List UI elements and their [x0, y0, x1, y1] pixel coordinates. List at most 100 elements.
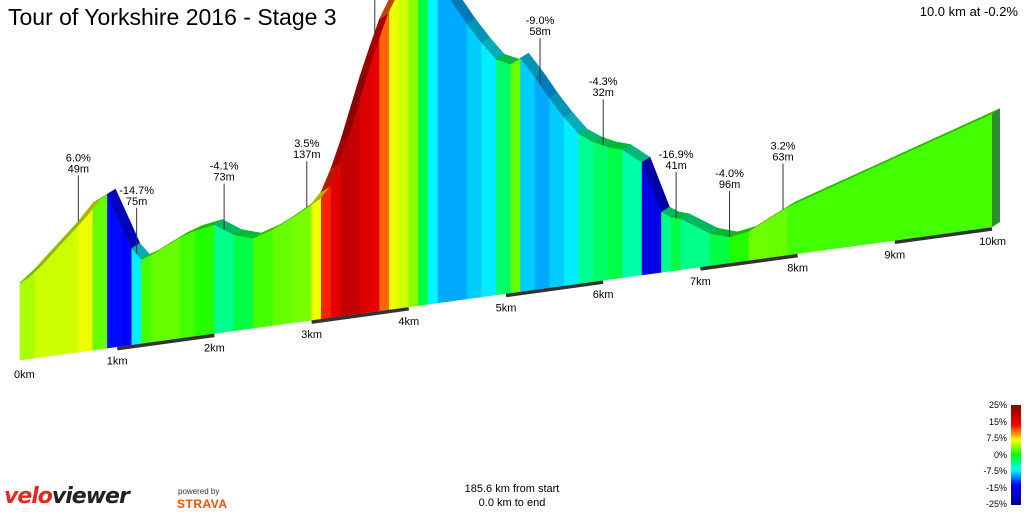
- profile-segment: [661, 211, 672, 273]
- profile-segment: [63, 220, 79, 355]
- profile-segment: [452, 1, 468, 302]
- profile-segment: [19, 268, 35, 361]
- annotation-length: 75m: [126, 196, 147, 208]
- tick-label: 5km: [496, 303, 517, 315]
- profile-segment: [92, 193, 108, 351]
- profile-segment: [233, 234, 254, 332]
- legend-label: 7.5%: [986, 433, 1007, 443]
- legend-label: -7.5%: [983, 466, 1007, 476]
- annotation-gradient: 3.5%: [294, 138, 319, 150]
- annotation-gradient: -9.0%: [526, 15, 555, 27]
- distance-from-start: 185.6 km from start: [464, 483, 560, 495]
- page-title: Tour of Yorkshire 2016 - Stage 3: [8, 4, 337, 30]
- profile-segment: [398, 0, 410, 309]
- profile-segment: [418, 0, 429, 306]
- strava-logo[interactable]: STRAVA: [177, 497, 228, 511]
- powered-by-label: powered by: [178, 487, 220, 496]
- annotation-length: 73m: [213, 172, 234, 184]
- profile-segment: [607, 146, 623, 280]
- profile-segment: [150, 245, 167, 343]
- km-bar: [894, 227, 993, 245]
- profile-segment: [670, 216, 682, 272]
- profile-segment: [427, 0, 439, 305]
- segment-summary: 10.0 km at -0.2%: [919, 4, 1018, 19]
- profile-segment: [194, 224, 215, 337]
- annotation-length: 41m: [665, 160, 686, 172]
- km-bar: [116, 333, 215, 351]
- gradient-annotations: 6.0%49m-14.7%75m-4.1%73m3.5%137m17.3%55m…: [66, 0, 796, 254]
- legend-label: -15%: [985, 482, 1007, 493]
- profile-top: [19, 0, 1001, 284]
- legend-label: -25%: [985, 499, 1007, 509]
- profile-segment: [389, 0, 400, 310]
- tick-label: 3km: [301, 329, 322, 341]
- profile-segment: [131, 247, 142, 346]
- profile-segment: [495, 58, 512, 296]
- tick-label: 9km: [884, 249, 905, 261]
- profile-segment: [578, 133, 594, 284]
- profile-segment: [787, 197, 808, 256]
- profile-segment: [564, 116, 580, 286]
- annotation-gradient: -4.0%: [715, 168, 744, 180]
- annotation-gradient: -16.9%: [659, 149, 694, 161]
- profile-right-cap: [992, 108, 1000, 227]
- profile-segment: [680, 218, 696, 270]
- annotation-gradient: 6.0%: [66, 152, 91, 164]
- profile-segment: [437, 0, 453, 304]
- profile-segment: [593, 141, 609, 282]
- tick-label: 6km: [593, 289, 614, 301]
- profile-segment: [836, 166, 876, 249]
- annotation-length: 96m: [719, 179, 740, 191]
- profile-segment: [78, 202, 94, 353]
- gradient-legend-bar: [1011, 405, 1021, 505]
- profile-segment: [291, 203, 312, 324]
- profile-segment: [214, 224, 235, 334]
- km-bar: [311, 307, 410, 324]
- annotation-gradient: 3.2%: [770, 141, 795, 153]
- profile-segment: [768, 206, 789, 258]
- profile-segment: [466, 22, 483, 300]
- annotation-length: 137m: [293, 149, 321, 161]
- veloviewer-logo[interactable]: veloviewer: [4, 484, 130, 509]
- tick-label: 8km: [787, 263, 808, 275]
- profile-segment: [520, 57, 536, 292]
- logo-part-velo: velo: [4, 484, 53, 509]
- profile-segment: [510, 57, 521, 294]
- profile-segment: [549, 97, 565, 288]
- profile-segment: [408, 0, 419, 308]
- legend-label: 25%: [988, 400, 1007, 410]
- distance-to-end: 0.0 km to end: [478, 497, 546, 509]
- profile-segment: [622, 148, 643, 278]
- profile-segment: [709, 233, 730, 266]
- profile-segment: [252, 228, 274, 329]
- tick-label: 2km: [204, 342, 225, 354]
- tick-label: 1km: [107, 356, 128, 368]
- profile-segment: [311, 190, 322, 321]
- profile-segment: [272, 216, 293, 326]
- annotation-length: 63m: [772, 152, 793, 164]
- tick-label: 4km: [398, 316, 419, 328]
- legend-label: 0%: [993, 449, 1007, 460]
- annotation-length: 32m: [592, 87, 613, 99]
- annotation-length: 58m: [529, 26, 550, 38]
- annotation-gradient: -14.7%: [119, 185, 154, 197]
- km-bar: [700, 253, 798, 271]
- logo-part-viewer: viewer: [51, 484, 130, 509]
- profile-segment: [369, 18, 380, 313]
- km-bar: [505, 280, 604, 298]
- tick-label: 10km: [979, 236, 1006, 248]
- profile-segment: [48, 236, 65, 357]
- profile-segment: [379, 0, 390, 312]
- distance-ticks: 0km 1km 2km 3km 4km 5km 6km 7km 8km 9km 10km: [14, 227, 1006, 381]
- profile-segment: [141, 254, 152, 344]
- tick-label: 0km: [14, 369, 35, 381]
- profile-segment: [534, 76, 551, 290]
- profile-segment: [165, 236, 181, 341]
- tick-label: 7km: [690, 276, 711, 288]
- legend-label: 15%: [988, 416, 1007, 427]
- annotation-gradient: -4.3%: [589, 76, 618, 88]
- annotation-gradient: -4.1%: [210, 161, 239, 173]
- profile-segment: [952, 113, 993, 233]
- profile-segment: [481, 41, 497, 298]
